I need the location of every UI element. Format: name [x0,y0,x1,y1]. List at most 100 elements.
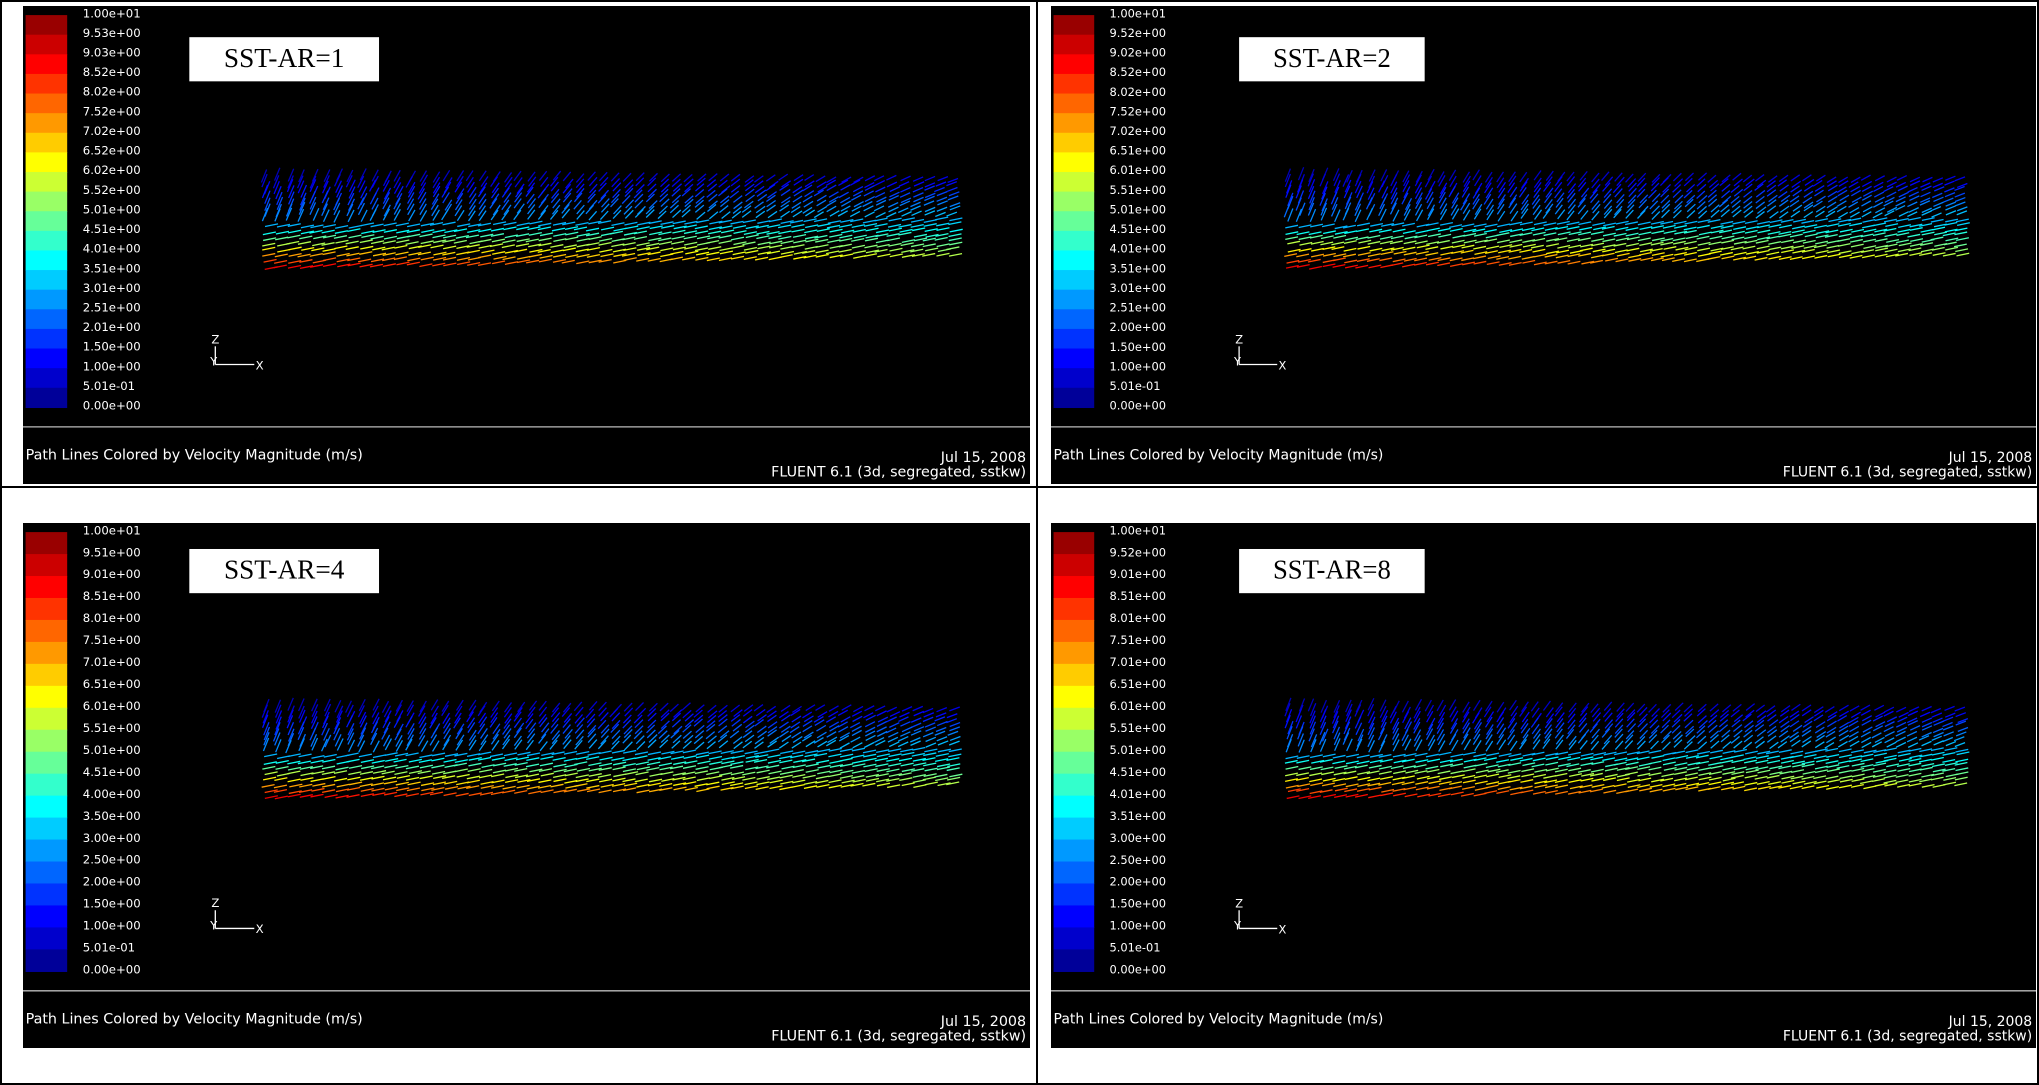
path-line [601,254,614,257]
path-line [1791,704,1800,710]
path-line [866,735,876,740]
path-line [671,757,684,760]
path-line [1744,760,1757,763]
path-line [1802,710,1811,716]
path-line [1616,238,1629,241]
path-line [622,779,635,782]
path-line [898,208,908,213]
path-line [505,262,518,265]
path-line [505,780,518,783]
path-line [493,172,500,182]
path-line [1428,234,1441,237]
path-line [1873,726,1883,731]
path-line [552,228,565,231]
legend-label: 9.52e+00 [1109,26,1166,40]
path-line [1919,749,1932,752]
path-line [384,223,397,226]
path-line [551,718,558,727]
path-line [780,205,789,211]
path-line [433,782,446,785]
path-line [949,774,962,777]
path-line [659,784,672,787]
path-line [851,776,864,779]
path-line [420,171,426,182]
path-line [1885,722,1895,727]
path-line [408,782,421,785]
path-line [863,201,873,206]
path-line [492,261,505,264]
path-line [1567,222,1580,225]
path-line [1355,704,1361,716]
path-line [1286,266,1299,269]
path-line [1508,770,1521,773]
path-line [949,727,959,731]
path-line [1884,755,1897,758]
path-line [1392,198,1398,210]
path-line [792,245,805,248]
path-line [1391,236,1404,239]
path-line [938,741,948,745]
path-line [1861,765,1874,768]
path-line [1852,779,1865,782]
path-line [780,775,793,778]
path-line [1885,738,1895,743]
path-line [373,230,386,233]
path-line [1699,196,1707,203]
path-line [1803,197,1812,203]
path-line [1356,229,1369,232]
path-line [830,229,843,232]
path-line [360,168,366,180]
path-line [611,223,624,226]
path-line [1578,770,1591,773]
path-line [1899,192,1909,197]
legend-label: 6.01e+00 [83,699,141,713]
path-line [806,764,819,767]
path-line [1839,770,1852,773]
path-line [1429,781,1442,784]
path-line [1614,758,1627,761]
path-line [803,726,812,732]
legend-label: 2.00e+00 [1109,320,1166,334]
path-line [1499,775,1512,778]
colorbar-swatch [26,774,68,797]
path-line [322,230,335,233]
path-line [360,784,373,787]
path-line [264,259,277,262]
path-line [623,720,631,728]
path-line [1828,712,1837,718]
path-line [673,247,686,250]
path-line [563,172,570,181]
path-line [335,231,348,234]
path-line [1887,717,1897,722]
path-line [1745,783,1758,786]
colorbar-swatch [26,730,68,753]
path-line [1933,253,1946,256]
path-line [1522,712,1529,722]
path-line [1875,176,1885,181]
path-line [444,781,457,784]
legend-label: 5.01e-01 [83,379,135,393]
path-line [263,238,276,241]
path-line [1723,741,1731,748]
path-line [781,251,794,254]
legend-label: 5.01e+00 [1109,202,1166,216]
path-line [1568,205,1575,214]
legend-label: 6.52e+00 [83,144,141,158]
path-line [937,767,950,770]
path-line [1708,175,1716,182]
path-line [373,741,379,753]
path-line [1367,208,1373,220]
path-line [874,206,884,211]
path-line [323,777,336,780]
path-line [1300,203,1305,216]
path-line [1873,233,1886,236]
path-line [1722,196,1730,203]
path-line [1851,785,1864,788]
path-line [1699,742,1707,749]
path-line [1943,233,1956,236]
legend-label: 7.01e+00 [1109,655,1166,669]
path-line [516,244,529,247]
path-line [373,755,386,758]
path-line [1933,178,1943,182]
path-line [816,250,829,253]
